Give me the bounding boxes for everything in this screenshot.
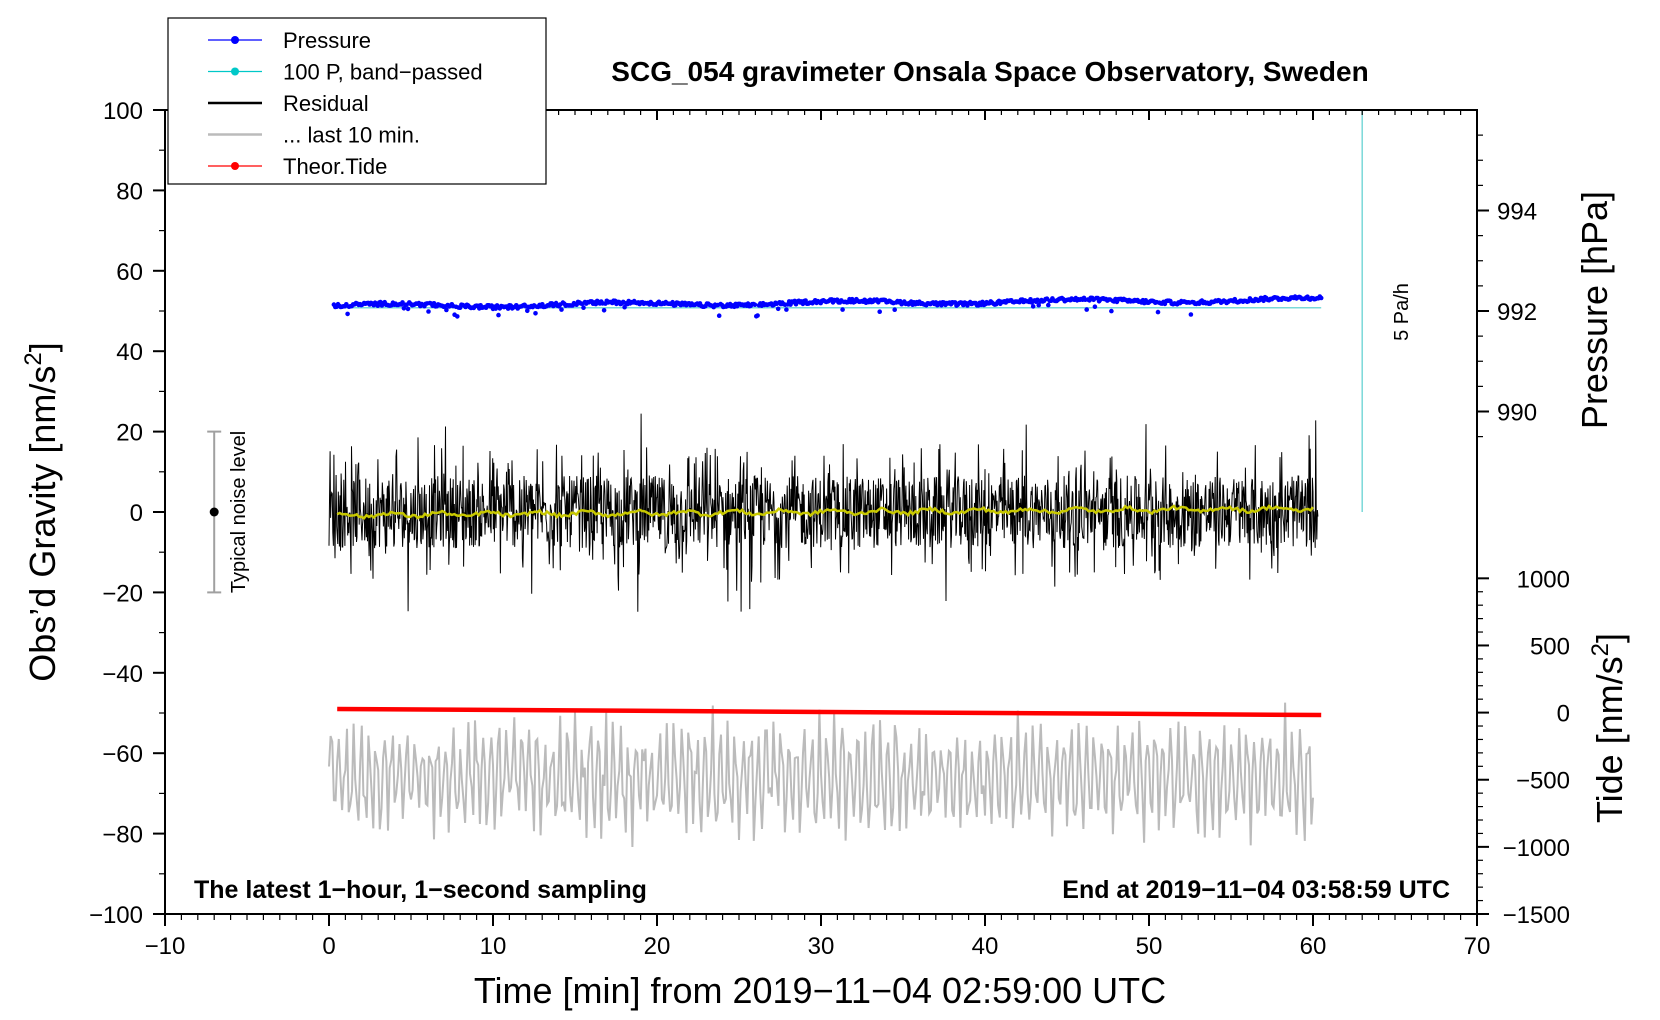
- legend-label: Pressure: [283, 28, 371, 53]
- tide-axis-title: Tide [nm/s2]: [1587, 633, 1630, 823]
- pressure-point: [622, 304, 627, 310]
- legend-label: Residual: [283, 91, 369, 116]
- pressure-point: [1036, 302, 1041, 308]
- x-tick-label: 70: [1464, 933, 1491, 960]
- pressure-point: [345, 311, 350, 317]
- noise-bar-label: Typical noise level: [228, 431, 250, 593]
- tide-tick-label: −1000: [1503, 835, 1570, 862]
- pressure-point: [1318, 295, 1324, 301]
- pressure-point: [755, 313, 760, 318]
- pressure-point: [1084, 307, 1089, 312]
- tide-tick-label: 1000: [1517, 566, 1570, 593]
- series-theor-tide: [337, 706, 1322, 718]
- y-tick-label: 80: [116, 178, 143, 205]
- legend-label: Theor.Tide: [283, 154, 387, 179]
- rate-bar-label: 5 Pa/h: [1391, 283, 1413, 341]
- pressure-point: [877, 309, 882, 315]
- pressure-point: [559, 307, 564, 312]
- y-tick-label: 0: [130, 500, 143, 527]
- pressure-point: [1155, 309, 1161, 315]
- pressure-point: [784, 307, 789, 312]
- pressure-point: [775, 306, 781, 312]
- legend-marker: [231, 162, 239, 170]
- y-tick-label: 20: [116, 420, 143, 447]
- pressure-point: [1188, 312, 1194, 317]
- tide-tick-label: 500: [1530, 633, 1570, 660]
- x-tick-label: 10: [480, 933, 507, 960]
- pressure-axis-title: Pressure [hPa]: [1574, 191, 1615, 429]
- y-tick-label: −80: [102, 822, 143, 849]
- series-last-10-min: [328, 702, 1314, 848]
- pressure-point: [840, 307, 845, 312]
- y-axis-title-left-close: ]: [22, 342, 63, 352]
- y-tick-label: −40: [102, 661, 143, 688]
- y-tick-label: 60: [116, 259, 143, 286]
- pressure-point: [752, 302, 758, 308]
- pressure-point: [401, 306, 407, 311]
- pressure-tick-label: 990: [1497, 400, 1537, 427]
- pressure-point: [455, 314, 460, 319]
- x-tick-label: 50: [1136, 933, 1163, 960]
- pressure-point: [426, 309, 431, 314]
- y-axis-title-left: Obs’d Gravity [nm/s2]: [20, 342, 63, 681]
- y-axis-title-left-sup: 2: [20, 352, 47, 365]
- tide-axis-title-main: Tide [nm/s: [1589, 656, 1630, 823]
- legend: Pressure 100 P, band−passed Residual ... la…: [167, 17, 547, 185]
- pressure-point: [525, 308, 530, 314]
- pressure-point: [405, 306, 411, 312]
- series-layer: [207, 110, 1363, 848]
- tide-tick-label: 0: [1557, 701, 1570, 728]
- tick-layer: −10 0 10 20 30 40 50 60 70100806040200−20−40−60−…: [89, 98, 1570, 960]
- pressure-tick-label: 992: [1497, 299, 1537, 326]
- pressure-point: [716, 313, 722, 319]
- series-pressure: [331, 294, 1324, 319]
- chart-title: SCG_054 gravimeter Onsala Space Observat…: [611, 56, 1368, 87]
- legend-label: 100 P, band−passed: [283, 60, 483, 85]
- legend-marker: [231, 36, 239, 44]
- pressure-point: [581, 305, 586, 311]
- legend-entries: Pressure 100 P, band−passed Residual ... la…: [208, 28, 483, 179]
- y-tick-label: 40: [116, 339, 143, 366]
- pressure-point: [1046, 302, 1051, 308]
- x-tick-label: 60: [1300, 933, 1327, 960]
- tide-axis-title-close: ]: [1589, 633, 1630, 643]
- x-tick-label: 30: [808, 933, 835, 960]
- x-tick-label: −10: [145, 933, 186, 960]
- tide-tick-label: −500: [1516, 768, 1570, 795]
- x-tick-label: 20: [644, 933, 671, 960]
- pressure-tick-label: 994: [1497, 199, 1537, 226]
- pressure-point: [1030, 304, 1036, 309]
- pressure-point: [444, 307, 449, 313]
- bottom-left-note: The latest 1−hour, 1−second sampling: [194, 876, 647, 904]
- legend-marker: [231, 67, 239, 76]
- y-tick-label: −60: [102, 741, 143, 768]
- noise-bar-center: [209, 507, 219, 517]
- pressure-point: [533, 311, 538, 316]
- pressure-point: [601, 308, 607, 313]
- pressure-point: [1092, 304, 1098, 310]
- bottom-right-note: End at 2019−11−04 03:58:59 UTC: [1062, 876, 1450, 904]
- pressure-point: [494, 303, 500, 308]
- x-tick-label: 0: [322, 933, 335, 960]
- pressure-point: [1109, 308, 1114, 314]
- tide-axis-title-sup: 2: [1587, 643, 1614, 656]
- legend-box: [167, 17, 547, 185]
- tide-tick-label: −1500: [1503, 902, 1570, 929]
- y-tick-label: −20: [102, 580, 143, 607]
- series-residual: [328, 413, 1319, 612]
- y-axis-title-left-main: Obs’d Gravity [nm/s: [22, 366, 63, 682]
- x-axis-title: Time [min] from 2019−11−04 02:59:00 UTC: [474, 970, 1166, 1011]
- series-residual-smoothed: [336, 503, 1314, 520]
- y-tick-label: 100: [103, 98, 143, 125]
- pressure-point: [892, 307, 897, 313]
- y-tick-label: −100: [89, 902, 143, 929]
- x-tick-label: 40: [972, 933, 999, 960]
- pressure-point: [496, 312, 501, 318]
- legend-label: ... last 10 min.: [283, 123, 420, 148]
